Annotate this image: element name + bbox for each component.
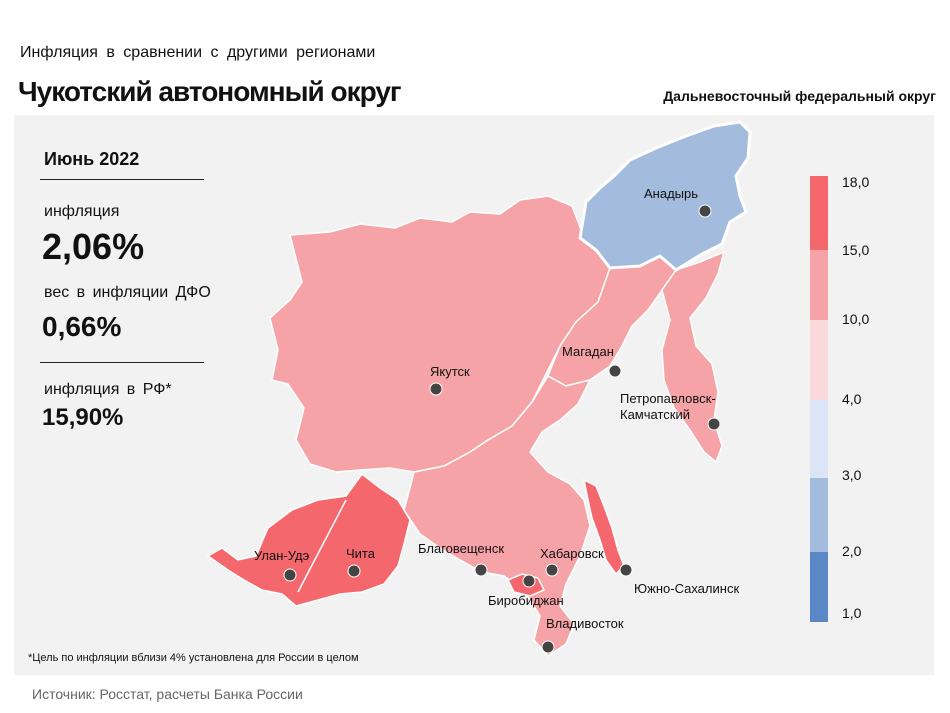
city-label: Чита	[346, 546, 376, 561]
color-legend: 18,0 15,0 10,0 4,0 3,0 2,0 1,0	[810, 174, 869, 622]
city-label: Владивосток	[546, 616, 624, 631]
legend-tick: 15,0	[842, 242, 869, 258]
region-khabarovsk[interactable]	[403, 374, 592, 657]
city-birobidzhan[interactable]: Биробиджан	[488, 574, 564, 608]
city-label: Якутск	[430, 364, 470, 379]
weight-value: 0,66%	[42, 311, 122, 342]
region-kamchatka[interactable]	[661, 250, 726, 464]
city-ulan-ude[interactable]: Улан-Удэ	[254, 548, 310, 582]
divider	[40, 362, 204, 363]
district-name: Дальневосточный федеральный округ	[663, 88, 936, 104]
city-label: Камчатский	[620, 407, 690, 422]
divider	[40, 179, 204, 180]
city-magadan[interactable]: Магадан	[562, 344, 622, 378]
city-vladivostok[interactable]: Владивосток	[541, 616, 624, 654]
inflation-label: инфляция	[44, 203, 120, 220]
city-chita[interactable]: Чита	[346, 546, 376, 578]
city-blagoveshchensk[interactable]: Благовещенск	[418, 541, 504, 577]
region-title: Чукотский автономный округ	[18, 76, 402, 107]
legend-tick: 3,0	[842, 467, 862, 483]
chart-subtitle: Инфляция в сравнении с другими регионами	[20, 44, 376, 61]
city-label: Благовещенск	[418, 541, 504, 556]
footnote: *Цель по инфляции вблизи 4% установлена …	[28, 652, 359, 664]
region-buryatia-zabaykalsky[interactable]	[206, 472, 411, 607]
city-label: Южно-Сахалинск	[634, 581, 739, 596]
city-label: Хабаровск	[540, 546, 604, 561]
city-yuzhno-sakhalinsk[interactable]: Южно-Сахалинск	[619, 563, 739, 596]
source-note: Источник: Росстат, расчеты Банка России	[32, 686, 303, 702]
legend-swatch	[810, 176, 828, 250]
city-petropavlovsk[interactable]: Петропавловск- Камчатский	[620, 391, 721, 431]
city-label: Магадан	[562, 344, 614, 359]
legend-tick: 2,0	[842, 543, 862, 559]
city-label: Улан-Удэ	[254, 548, 310, 563]
city-label: Биробиджан	[488, 593, 564, 608]
city-anadyr[interactable]: Анадырь	[644, 186, 712, 218]
period-label: Июнь 2022	[44, 149, 140, 169]
legend-swatch	[810, 552, 828, 622]
rf-inflation-value: 15,90%	[42, 404, 124, 431]
city-khabarovsk[interactable]: Хабаровск	[540, 546, 604, 577]
legend-tick: 10,0	[842, 311, 869, 327]
city-yakutsk[interactable]: Якутск	[429, 364, 470, 396]
legend-swatch	[810, 320, 828, 400]
legend-tick: 18,0	[842, 174, 869, 190]
region-yakutia[interactable]	[269, 195, 611, 473]
legend-swatch	[810, 478, 828, 552]
weight-label: вес в инфляции ДФО	[44, 284, 211, 301]
city-label: Анадырь	[644, 186, 698, 201]
legend-swatch	[810, 400, 828, 478]
inflation-value: 2,06%	[42, 226, 145, 267]
legend-swatch	[810, 250, 828, 320]
legend-tick: 4,0	[842, 391, 862, 407]
legend-tick: 1,0	[842, 605, 862, 621]
rf-inflation-label: инфляция в РФ*	[44, 381, 172, 398]
city-label: Петропавловск-	[620, 391, 716, 406]
region-chukotka[interactable]	[578, 120, 752, 272]
